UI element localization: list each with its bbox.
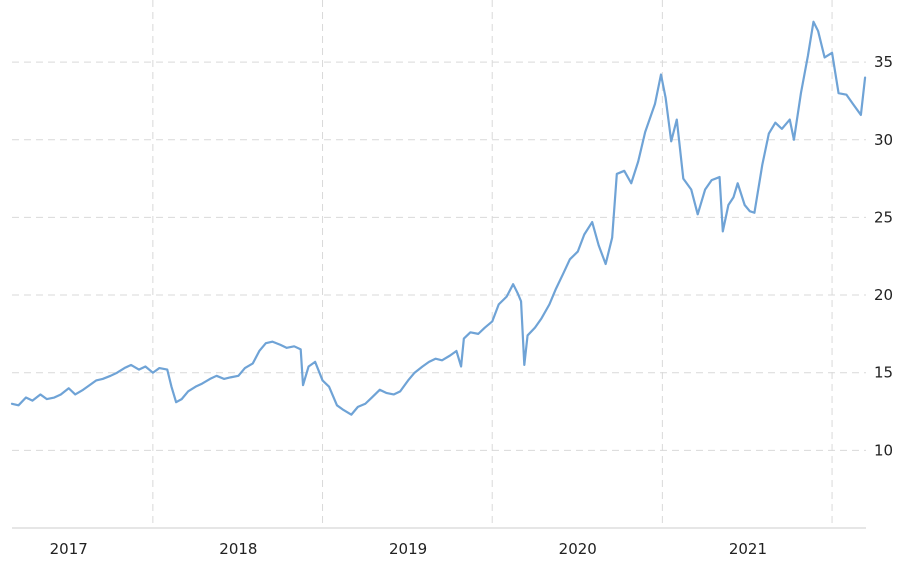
x-tick-label: 2018 [219, 540, 257, 558]
x-tick-label: 2017 [50, 540, 88, 558]
series-layer [10, 20, 867, 416]
y-tick-label: 25 [874, 208, 893, 226]
x-axis-ticks: 2017 2018 2019 2020 2021 [50, 540, 767, 558]
y-tick-label: 35 [874, 53, 893, 71]
y-tick-label: 30 [874, 131, 893, 149]
y-tick-label: 10 [874, 441, 893, 459]
x-tick-label: 2019 [389, 540, 427, 558]
grid-layer [12, 0, 866, 528]
y-axis-ticks: 10 15 20 25 30 35 [874, 53, 893, 459]
y-tick-label: 15 [874, 364, 893, 382]
y-tick-label: 20 [874, 286, 893, 304]
price-series-line [10, 20, 867, 416]
x-tick-label: 2021 [729, 540, 767, 558]
x-tick-label: 2020 [559, 540, 597, 558]
